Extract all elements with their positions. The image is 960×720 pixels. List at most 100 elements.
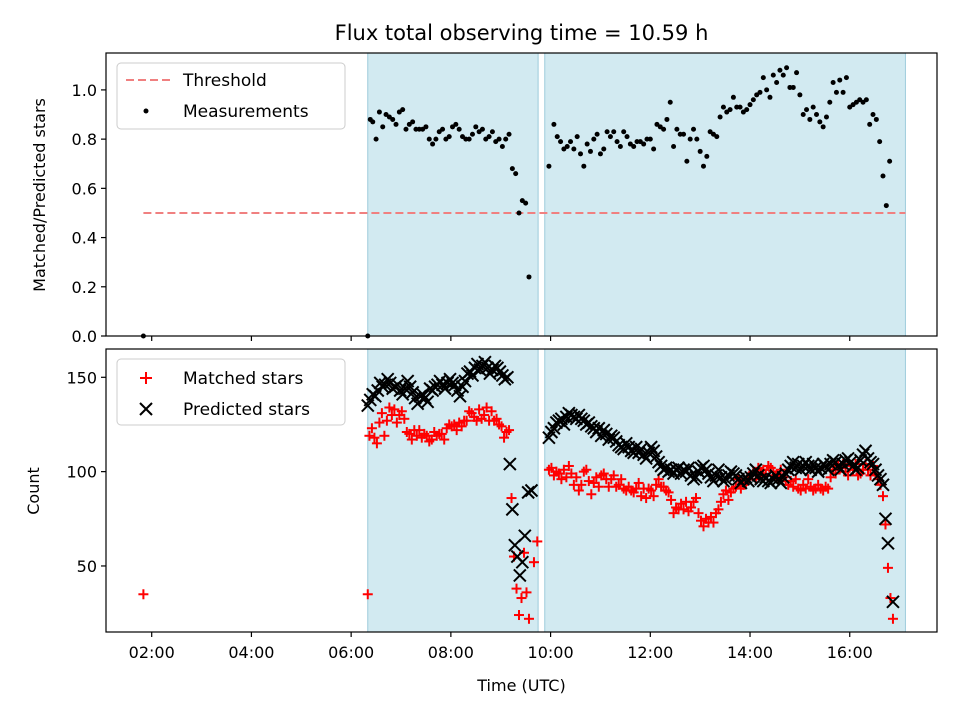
measurement-point: [744, 107, 750, 113]
measurement-point: [604, 129, 610, 135]
predicted-legend-swatch: [139, 402, 153, 416]
measurement-point: [880, 173, 886, 179]
matched-star-point: [788, 481, 799, 492]
measurements-points: [140, 65, 893, 339]
matched-star-point: [713, 504, 724, 515]
measurement-point: [631, 144, 637, 150]
x-axis-label: Time (UTC): [476, 676, 565, 695]
bottom-x-ticks: 02:00 04:00 06:00 08:00 10:00 12:00 14:00 16:00: [129, 632, 873, 662]
x-tick-label: 10:00: [528, 643, 574, 662]
measurement-point: [456, 126, 462, 132]
matched-star-point: [506, 493, 517, 504]
measurement-point: [446, 134, 452, 140]
measurement-point: [714, 134, 720, 140]
matched-star-point: [479, 410, 490, 421]
predicted-star-point: [881, 536, 895, 551]
bottom-y-axis-label: Count: [24, 467, 43, 515]
measurement-point: [757, 89, 763, 95]
measurement-point: [526, 274, 532, 280]
measurement-point: [817, 119, 823, 125]
threshold-legend-label: Threshold: [182, 71, 267, 91]
matched-star-point: [593, 481, 604, 492]
measurement-point: [870, 112, 876, 118]
measurement-point: [747, 102, 753, 108]
measurement-point: [837, 77, 843, 83]
matched-star-point: [648, 491, 659, 502]
measurement-point: [578, 151, 584, 157]
matched-star-point: [511, 583, 522, 594]
matched-star-point: [374, 417, 385, 428]
measurement-point: [430, 141, 436, 147]
measurement-point: [790, 84, 796, 90]
matched-star-point: [715, 496, 726, 507]
measurement-point: [376, 109, 382, 115]
measurement-point: [764, 87, 770, 93]
measurement-point: [597, 151, 603, 157]
measurement-point: [509, 166, 515, 172]
measurement-point: [863, 97, 869, 103]
matched-star-point: [411, 430, 422, 441]
bottom-y-tick-label: 150: [66, 368, 97, 387]
measurement-point: [647, 136, 653, 142]
predicted-star-point: [503, 457, 517, 471]
measurement-point: [466, 136, 472, 142]
bottom-legend: Matched stars Predicted stars: [116, 358, 346, 426]
measurement-point: [499, 144, 505, 150]
measurement-point: [667, 99, 673, 105]
measurement-point: [571, 146, 577, 152]
matched-star-point: [633, 477, 644, 488]
matched-legend-swatch: [140, 372, 152, 384]
matched-star-point: [516, 593, 527, 604]
x-tick-label: 02:00: [129, 643, 175, 662]
measurement-point: [661, 126, 667, 132]
measurement-point: [717, 114, 723, 120]
matched-star-point: [362, 589, 373, 600]
measurement-point: [624, 134, 630, 140]
top-y-axis-label: Matched/Predicted stars: [30, 98, 49, 292]
measurement-point: [833, 89, 839, 95]
measurement-point: [410, 119, 416, 125]
matched-star-point: [138, 589, 149, 600]
matched-star-point: [676, 498, 687, 509]
measurement-point: [794, 70, 800, 76]
measurement-point: [523, 200, 529, 206]
measurement-point: [807, 116, 813, 122]
measurement-point: [674, 126, 680, 132]
predicted-star-point: [711, 463, 726, 477]
measurement-point: [558, 139, 564, 145]
measurement-point: [700, 163, 706, 169]
measurement-point: [830, 80, 836, 86]
matched-star-point: [636, 491, 647, 502]
predicted-star-point: [513, 568, 527, 583]
x-tick-label: 08:00: [428, 643, 474, 662]
matched-star-point: [678, 504, 689, 515]
predicted-star-point: [500, 370, 515, 385]
matched-star-point: [486, 406, 497, 417]
matched-star-point: [823, 483, 834, 494]
top-legend-box: [116, 62, 346, 130]
matched-star-point: [608, 470, 619, 481]
measurement-point: [810, 104, 816, 110]
measurement-point: [760, 75, 766, 81]
measurement-point: [489, 129, 495, 135]
measurement-point: [877, 139, 883, 145]
measurement-point: [503, 136, 509, 142]
matched-star-point: [461, 415, 472, 426]
matched-star-point: [471, 415, 482, 426]
matched-star-point: [887, 613, 898, 624]
matched-star-point: [573, 485, 584, 496]
measurement-point: [694, 136, 700, 142]
measurement-point: [554, 134, 560, 140]
measurement-point: [546, 163, 552, 169]
measurement-point: [814, 112, 820, 118]
measurement-point: [681, 131, 687, 137]
measurement-point: [551, 121, 557, 127]
predicted-star-point: [878, 512, 893, 526]
measurement-point: [400, 107, 406, 113]
measurement-point: [591, 136, 597, 142]
measurement-point: [403, 126, 409, 132]
chart-title: Flux total observing time = 10.59 h: [335, 21, 709, 45]
matched-star-point: [449, 419, 460, 430]
x-tick-label: 04:00: [228, 643, 274, 662]
